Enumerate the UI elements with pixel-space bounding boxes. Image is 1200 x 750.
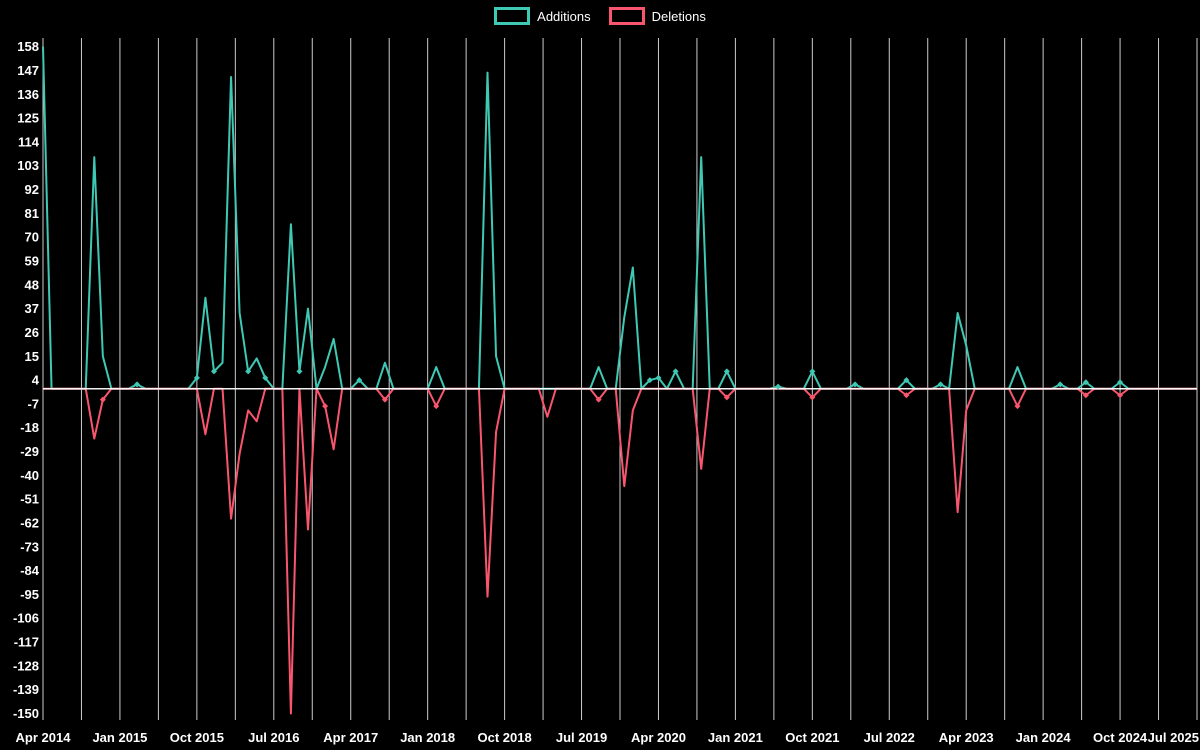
y-tick-label: -62 — [20, 515, 39, 530]
x-tick-label: Apr 2017 — [323, 730, 378, 745]
y-tick-label: 48 — [25, 277, 39, 292]
x-tick-label: Jul 2022 — [864, 730, 915, 745]
y-tick-label: 59 — [25, 254, 39, 269]
y-tick-label: -40 — [20, 468, 39, 483]
y-tick-label: 103 — [17, 158, 39, 173]
legend-item-additions[interactable]: Additions — [494, 7, 590, 25]
y-tick-label: -29 — [20, 444, 39, 459]
x-tick-label: Apr 2023 — [939, 730, 994, 745]
y-tick-label: -150 — [13, 706, 39, 721]
legend-item-deletions[interactable]: Deletions — [609, 7, 706, 25]
y-tick-label: 70 — [25, 230, 39, 245]
y-tick-label: -7 — [27, 396, 39, 411]
y-tick-label: 125 — [17, 111, 39, 126]
x-tick-label: Jul 2025 — [1148, 730, 1199, 745]
y-tick-label: -84 — [20, 563, 40, 578]
x-tick-label: Jan 2024 — [1016, 730, 1072, 745]
y-tick-label: 147 — [17, 63, 39, 78]
y-tick-label: -18 — [20, 420, 39, 435]
x-tick-label: Jul 2019 — [556, 730, 607, 745]
y-tick-label: -106 — [13, 611, 39, 626]
deletions-swatch — [609, 7, 645, 25]
x-tick-label: Oct 2015 — [170, 730, 224, 745]
x-tick-label: Oct 2018 — [477, 730, 531, 745]
y-tick-label: 158 — [17, 39, 39, 54]
legend-label-additions: Additions — [537, 9, 590, 24]
y-tick-label: 114 — [18, 134, 40, 149]
x-tick-label: Apr 2014 — [16, 730, 72, 745]
x-tick-label: Jan 2015 — [92, 730, 147, 745]
y-tick-label: 92 — [25, 182, 39, 197]
y-tick-label: 4 — [32, 373, 40, 388]
chart-legend: Additions Deletions — [0, 7, 1200, 25]
legend-label-deletions: Deletions — [652, 9, 706, 24]
y-tick-label: -128 — [13, 658, 39, 673]
y-tick-label: 26 — [25, 325, 39, 340]
y-tick-label: -117 — [14, 635, 39, 650]
y-tick-label: 15 — [25, 349, 39, 364]
x-tick-label: Jan 2018 — [400, 730, 455, 745]
x-tick-label: Apr 2020 — [631, 730, 686, 745]
y-tick-label: -73 — [20, 539, 39, 554]
y-tick-label: -51 — [20, 492, 39, 507]
x-tick-label: Jul 2016 — [248, 730, 299, 745]
y-tick-label: -95 — [20, 587, 39, 602]
x-tick-label: Oct 2024 — [1093, 730, 1148, 745]
additions-deletions-chart: 158 147 136 125 114 103 92 81 70 59 48 37 26 15 4 -7 -18… — [0, 0, 1200, 750]
y-tick-label: 81 — [25, 206, 39, 221]
y-tick-label: -139 — [13, 682, 39, 697]
additions-swatch — [494, 7, 530, 25]
x-tick-label: Oct 2021 — [785, 730, 839, 745]
data-point-marker-additions — [296, 368, 302, 374]
x-tick-label: Jan 2021 — [708, 730, 763, 745]
y-tick-label: 37 — [25, 301, 39, 316]
y-tick-label: 136 — [17, 87, 39, 102]
